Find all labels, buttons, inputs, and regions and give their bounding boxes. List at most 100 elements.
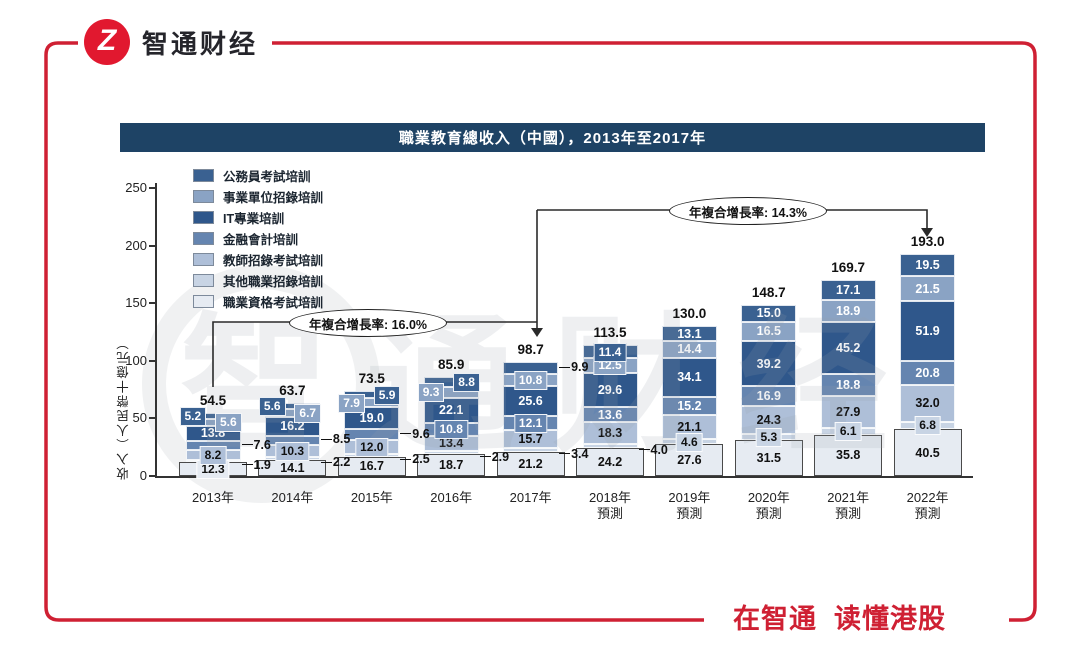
segment-value: 18.9 [836, 303, 861, 318]
legend-item: 金融會計培訓 [193, 228, 323, 249]
arrow-down-icon [531, 328, 543, 337]
bar-segment: 20.8 [900, 360, 956, 385]
leader-line [638, 449, 650, 451]
bar-total-label: 148.7 [751, 284, 786, 300]
bar-segment: 25.6 [503, 386, 559, 416]
segment-value: 18.3 [597, 425, 623, 440]
x-axis-category-label: 2014年 [271, 490, 314, 505]
segment-value: 7.6 [253, 437, 271, 452]
segment-value: 39.2 [756, 356, 781, 371]
legend-item: 事業單位招錄培訓 [193, 186, 323, 207]
segment-value-label: 1.9 [241, 458, 271, 472]
segment-value-chip: 10.3 [275, 442, 310, 462]
legend-swatch [193, 253, 214, 266]
bar-segment: 34.1 [661, 357, 717, 398]
legend-swatch [193, 190, 214, 203]
segment-value: 29.6 [597, 382, 623, 397]
segment-value: 16.9 [756, 388, 781, 403]
bar-total-label: 113.5 [593, 325, 627, 341]
segment-value-chip: 12.1 [513, 413, 548, 433]
leader-line [241, 464, 253, 466]
bar-segment: 29.6 [582, 372, 638, 407]
segment-value: 2.2 [332, 455, 351, 470]
segment-value-label: 9.9 [559, 360, 588, 374]
leader-line [400, 433, 412, 435]
brand-name: 智通财经 [142, 28, 259, 59]
bar-segment: 19.5 [900, 253, 956, 277]
legend-label: 金融會計培訓 [223, 233, 299, 247]
legend-item: IT專業培訓 [193, 207, 323, 228]
legend-label: 其他職業招錄培訓 [223, 275, 324, 289]
segment-value: 2.9 [491, 449, 510, 464]
y-axis-tick [149, 302, 155, 305]
segment-value-chip: 9.3 [417, 383, 445, 403]
segment-value: 2.5 [412, 452, 430, 467]
bar-segment: 45.2 [820, 321, 876, 374]
segment-value: 9.9 [571, 360, 589, 374]
bar-total-label: 73.5 [358, 371, 385, 387]
leader-line [559, 453, 571, 455]
segment-value-chip: 12.0 [355, 437, 389, 457]
segment-value: 20.8 [915, 365, 940, 380]
bar-total-label: 98.7 [517, 342, 544, 358]
segment-value: 16.5 [756, 324, 781, 339]
leader-line [559, 366, 571, 368]
segment-value-chip: 11.4 [593, 342, 627, 362]
y-axis-tick-label: 50 [132, 410, 147, 426]
segment-value: 45.2 [836, 340, 861, 355]
legend-item: 職業資格考試培訓 [193, 291, 323, 312]
y-axis-title: 收入（人民幣十億元） [117, 335, 131, 480]
x-axis-category-label: 2015年 [350, 490, 393, 505]
segment-value: 13.6 [597, 407, 623, 422]
bar-segment: 13.1 [661, 326, 717, 342]
y-axis-line [155, 183, 157, 478]
segment-value: 35.8 [836, 448, 861, 463]
chart-legend: 公務員考試培訓 事業單位招錄培訓 IT專業培訓 金融會計培訓 教師招錄考試培訓 其他職業招… [193, 165, 323, 312]
bar-segment: 15.0 [741, 304, 797, 322]
x-axis-line [155, 476, 973, 478]
leader-line [320, 461, 332, 463]
y-axis-tick [149, 187, 155, 189]
segment-value-chip: 6.1 [834, 422, 862, 442]
y-axis-tick [149, 244, 155, 247]
bar-segment: 13.6 [582, 406, 638, 423]
segment-value-label: 2.9 [479, 449, 510, 464]
legend-label: 事業單位招錄培訓 [223, 191, 324, 205]
segment-value-chip: 5.6 [258, 396, 286, 416]
bar-total-label: 130.0 [672, 306, 707, 322]
bar-segment: 21.5 [900, 276, 956, 301]
segment-value-label: 8.5 [320, 432, 350, 446]
segment-value-label: 4.0 [638, 443, 668, 457]
segment-value-chip: 6.7 [294, 404, 322, 424]
segment-value-chip: 8.8 [453, 372, 480, 392]
segment-value: 15.0 [756, 306, 781, 321]
bar-segment: 39.2 [741, 340, 797, 387]
brand-logo-glyph: Z [97, 24, 117, 57]
bar-segment: 15.2 [661, 397, 717, 415]
legend-swatch [193, 274, 214, 287]
bar-total-label: 169.7 [831, 260, 866, 276]
bar-segment: 16.9 [741, 386, 797, 406]
segment-value: 14.4 [677, 342, 702, 357]
segment-value-chip: 5.3 [755, 427, 783, 447]
x-axis-category-label: 2017年 [509, 490, 552, 505]
segment-value-chip: 4.6 [676, 432, 703, 452]
segment-value-label: 7.6 [241, 437, 271, 452]
y-axis-tick-label: 200 [125, 237, 147, 253]
legend-label: 教師招錄考試培訓 [223, 254, 324, 268]
x-axis-category-label: 2013年 [192, 490, 234, 505]
footer-slogan: 在智通 读懂港股 [733, 604, 947, 634]
segment-value: 32.0 [915, 396, 940, 411]
legend-label: IT專業培訓 [223, 212, 285, 226]
segment-value: 15.7 [518, 431, 543, 446]
leader-line [320, 438, 332, 440]
y-axis-tick [149, 475, 155, 477]
segment-value: 25.6 [518, 393, 543, 408]
chart-panel: 職業教育總收入（中國），2013年至2017年 智通财经 公務員考試培訓事業單位… [117, 115, 985, 570]
bar-segment: 16.5 [741, 321, 797, 341]
segment-value: 21.5 [915, 281, 940, 296]
segment-value-chip: 6.8 [914, 416, 941, 436]
bar-segment: 18.3 [582, 422, 638, 444]
segment-value: 3.4 [571, 446, 589, 461]
